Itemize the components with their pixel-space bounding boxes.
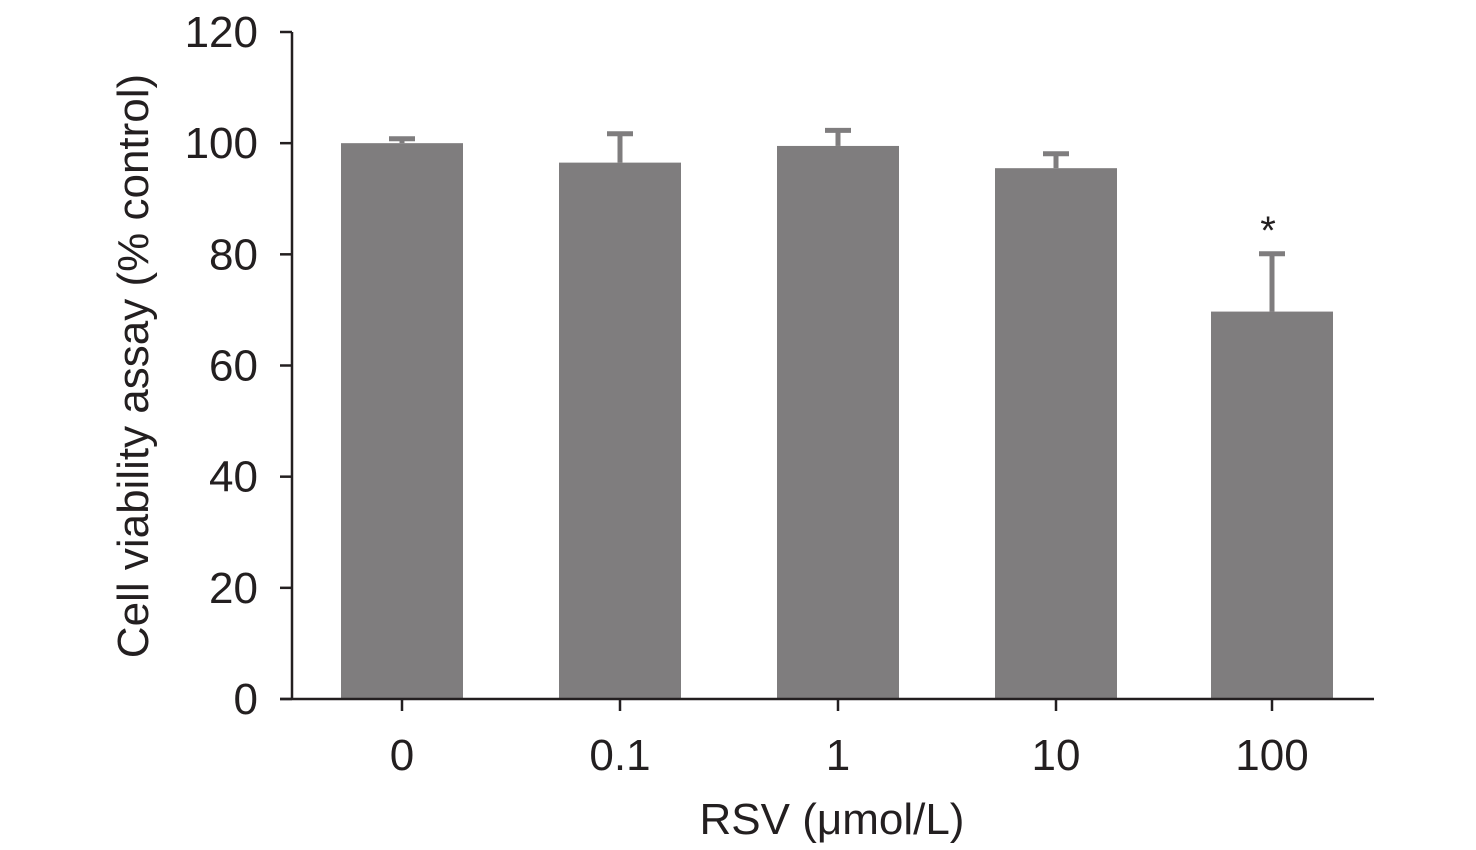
significance-marker-100: *: [1260, 209, 1276, 253]
error-bar-1: [825, 127, 851, 146]
x-tick-label-0: 0: [390, 731, 414, 780]
bars: [341, 143, 1333, 700]
y-tick-label-0: 0: [234, 675, 258, 724]
x-axis-title: RSV (μmol/L): [700, 795, 965, 844]
y-axis-ticks: 0 20 40 60 80 100 120: [185, 8, 292, 724]
y-tick-label-40: 40: [209, 453, 258, 502]
error-bar-10: [1043, 151, 1069, 169]
y-tick-label-20: 20: [209, 564, 258, 613]
y-tick-label-100: 100: [185, 119, 258, 168]
x-tick-label-10: 10: [1032, 731, 1081, 780]
x-tick-label-100: 100: [1235, 731, 1308, 780]
bar-10: [995, 168, 1117, 699]
bar-100: [1211, 311, 1333, 699]
error-bar-100: [1259, 251, 1285, 312]
x-tick-label-0.1: 0.1: [589, 731, 650, 780]
y-axis-title: Cell viability assay (% control): [109, 74, 158, 658]
x-tick-label-1: 1: [826, 731, 850, 780]
error-bars: [389, 127, 1285, 312]
x-axis-ticks: 0 0.1 1 10 100: [390, 699, 1309, 780]
y-tick-label-80: 80: [209, 230, 258, 279]
error-bar-0: [389, 136, 415, 144]
y-tick-label-60: 60: [209, 342, 258, 391]
bar-0.1: [559, 162, 681, 699]
bar-1: [777, 145, 899, 700]
significance-annotations: *: [1260, 209, 1276, 253]
y-tick-label-120: 120: [185, 8, 258, 57]
bar-0: [341, 143, 463, 699]
error-bar-0.1: [607, 131, 633, 163]
